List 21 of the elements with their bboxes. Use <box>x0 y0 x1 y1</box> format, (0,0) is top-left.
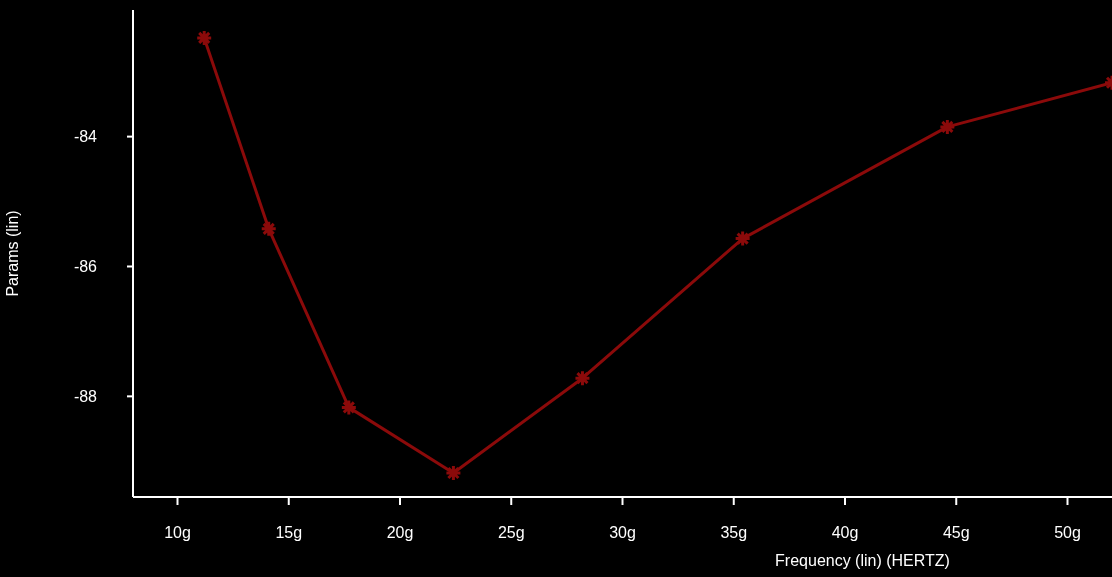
x-tick-label: 50g <box>1054 524 1081 542</box>
x-tick-label: 20g <box>386 524 414 542</box>
point <box>260 220 278 238</box>
y-axis-title: Params (lin) <box>3 210 21 297</box>
y-tick-label: -84 <box>73 128 98 146</box>
y-tick-label: -86 <box>73 258 98 276</box>
x-tick-label: 25g <box>497 524 525 542</box>
x-tick-label: 10g <box>164 524 191 542</box>
x-tick-label: 35g <box>720 524 748 542</box>
y-tick-label: -88 <box>73 388 98 406</box>
point <box>340 398 358 416</box>
point <box>938 118 956 136</box>
point <box>195 29 213 47</box>
x-tick-label: 15g <box>275 524 303 542</box>
x-tick-label: 45g <box>942 524 970 542</box>
x-axis-title: Frequency (lin) (HERTZ) <box>775 552 950 570</box>
point <box>734 230 752 248</box>
x-tick-label: 40g <box>831 524 859 542</box>
point <box>573 369 591 387</box>
point <box>444 464 462 482</box>
x-tick-label: 30g <box>609 524 636 542</box>
